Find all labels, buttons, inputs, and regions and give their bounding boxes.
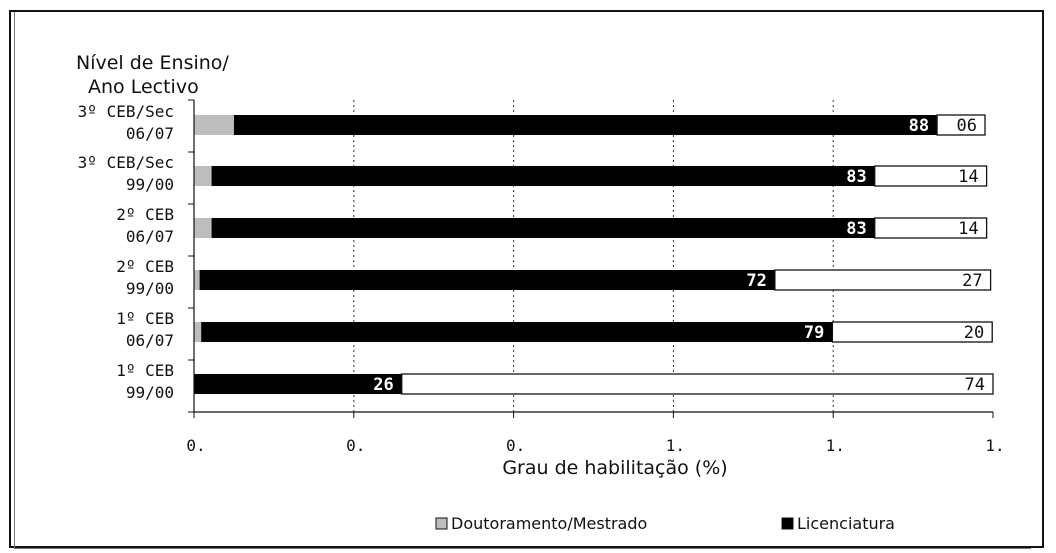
category-label: 99/00	[126, 383, 174, 402]
category-label: 3º CEB/Sec	[78, 153, 174, 172]
data-label: 14	[958, 167, 978, 187]
x-tick-label: 1.	[826, 436, 845, 455]
bar-segment	[194, 270, 200, 290]
data-label: 14	[958, 219, 978, 239]
y-axis-title: Ano Lectivo	[88, 76, 199, 98]
chart-area-border	[14, 12, 1031, 549]
bar-segment	[201, 322, 833, 342]
category-label: 06/07	[126, 227, 174, 246]
x-tick-label: 1.	[666, 436, 685, 455]
axes: 0. 0. 0. 1. 1. 1. Nível de Ensino/Ano Lectivo G…	[76, 52, 1005, 479]
legend-swatch	[435, 517, 448, 530]
data-label: 83	[846, 219, 866, 239]
legend-label: Licenciatura	[797, 514, 895, 533]
bar-segment	[194, 166, 212, 186]
bar-segment	[831, 321, 993, 343]
bar-segment	[401, 373, 994, 395]
bar-segment	[194, 374, 402, 394]
bar-segment	[199, 270, 775, 290]
bar-segment	[194, 322, 202, 342]
category-label: 2º CEB	[116, 205, 174, 224]
bar-segment	[233, 115, 938, 135]
bar-segment	[194, 115, 234, 135]
data-label: 26	[373, 375, 393, 395]
bar-segment	[874, 165, 988, 187]
bar-segment	[211, 218, 875, 238]
bar-segment	[774, 269, 992, 291]
x-tick-label: 0.	[186, 436, 205, 455]
category-label: 99/00	[126, 175, 174, 194]
legend: Doutoramento/Mestrado Licenciatura	[435, 514, 895, 533]
legend-swatch	[781, 517, 794, 530]
x-axis-title: Grau de habilitação (%)	[502, 457, 727, 479]
data-label: 79	[804, 323, 824, 343]
category-label: 06/07	[126, 124, 174, 143]
category-label: 2º CEB	[116, 257, 174, 276]
grid-lines	[353, 100, 834, 412]
data-label: 72	[746, 271, 766, 291]
bar-segment	[874, 217, 988, 239]
x-tick-label: 1.	[985, 436, 1004, 455]
category-label: 99/00	[126, 279, 174, 298]
data-label: 20	[964, 323, 984, 343]
x-tick-label: 0.	[506, 436, 525, 455]
labels: 3º CEB/Sec 06/07 3º CEB/Sec 99/00 2º CEB 06/0…	[78, 102, 985, 402]
category-label: 1º CEB	[116, 309, 174, 328]
bar-segment	[936, 114, 986, 136]
data-label: 74	[965, 375, 985, 395]
data-label: 83	[846, 167, 866, 187]
data-label: 88	[909, 116, 929, 136]
bars	[194, 114, 994, 395]
category-label: 06/07	[126, 331, 174, 350]
data-label: 06	[957, 116, 977, 136]
y-axis-title: Nível de Ensino/	[76, 52, 229, 74]
x-tick-label: 0.	[346, 436, 365, 455]
category-label: 3º CEB/Sec	[78, 102, 174, 121]
data-label: 27	[962, 271, 982, 291]
bar-segment	[211, 166, 875, 186]
bar-segment	[194, 218, 212, 238]
legend-label: Doutoramento/Mestrado	[451, 514, 647, 533]
category-label: 1º CEB	[116, 361, 174, 380]
